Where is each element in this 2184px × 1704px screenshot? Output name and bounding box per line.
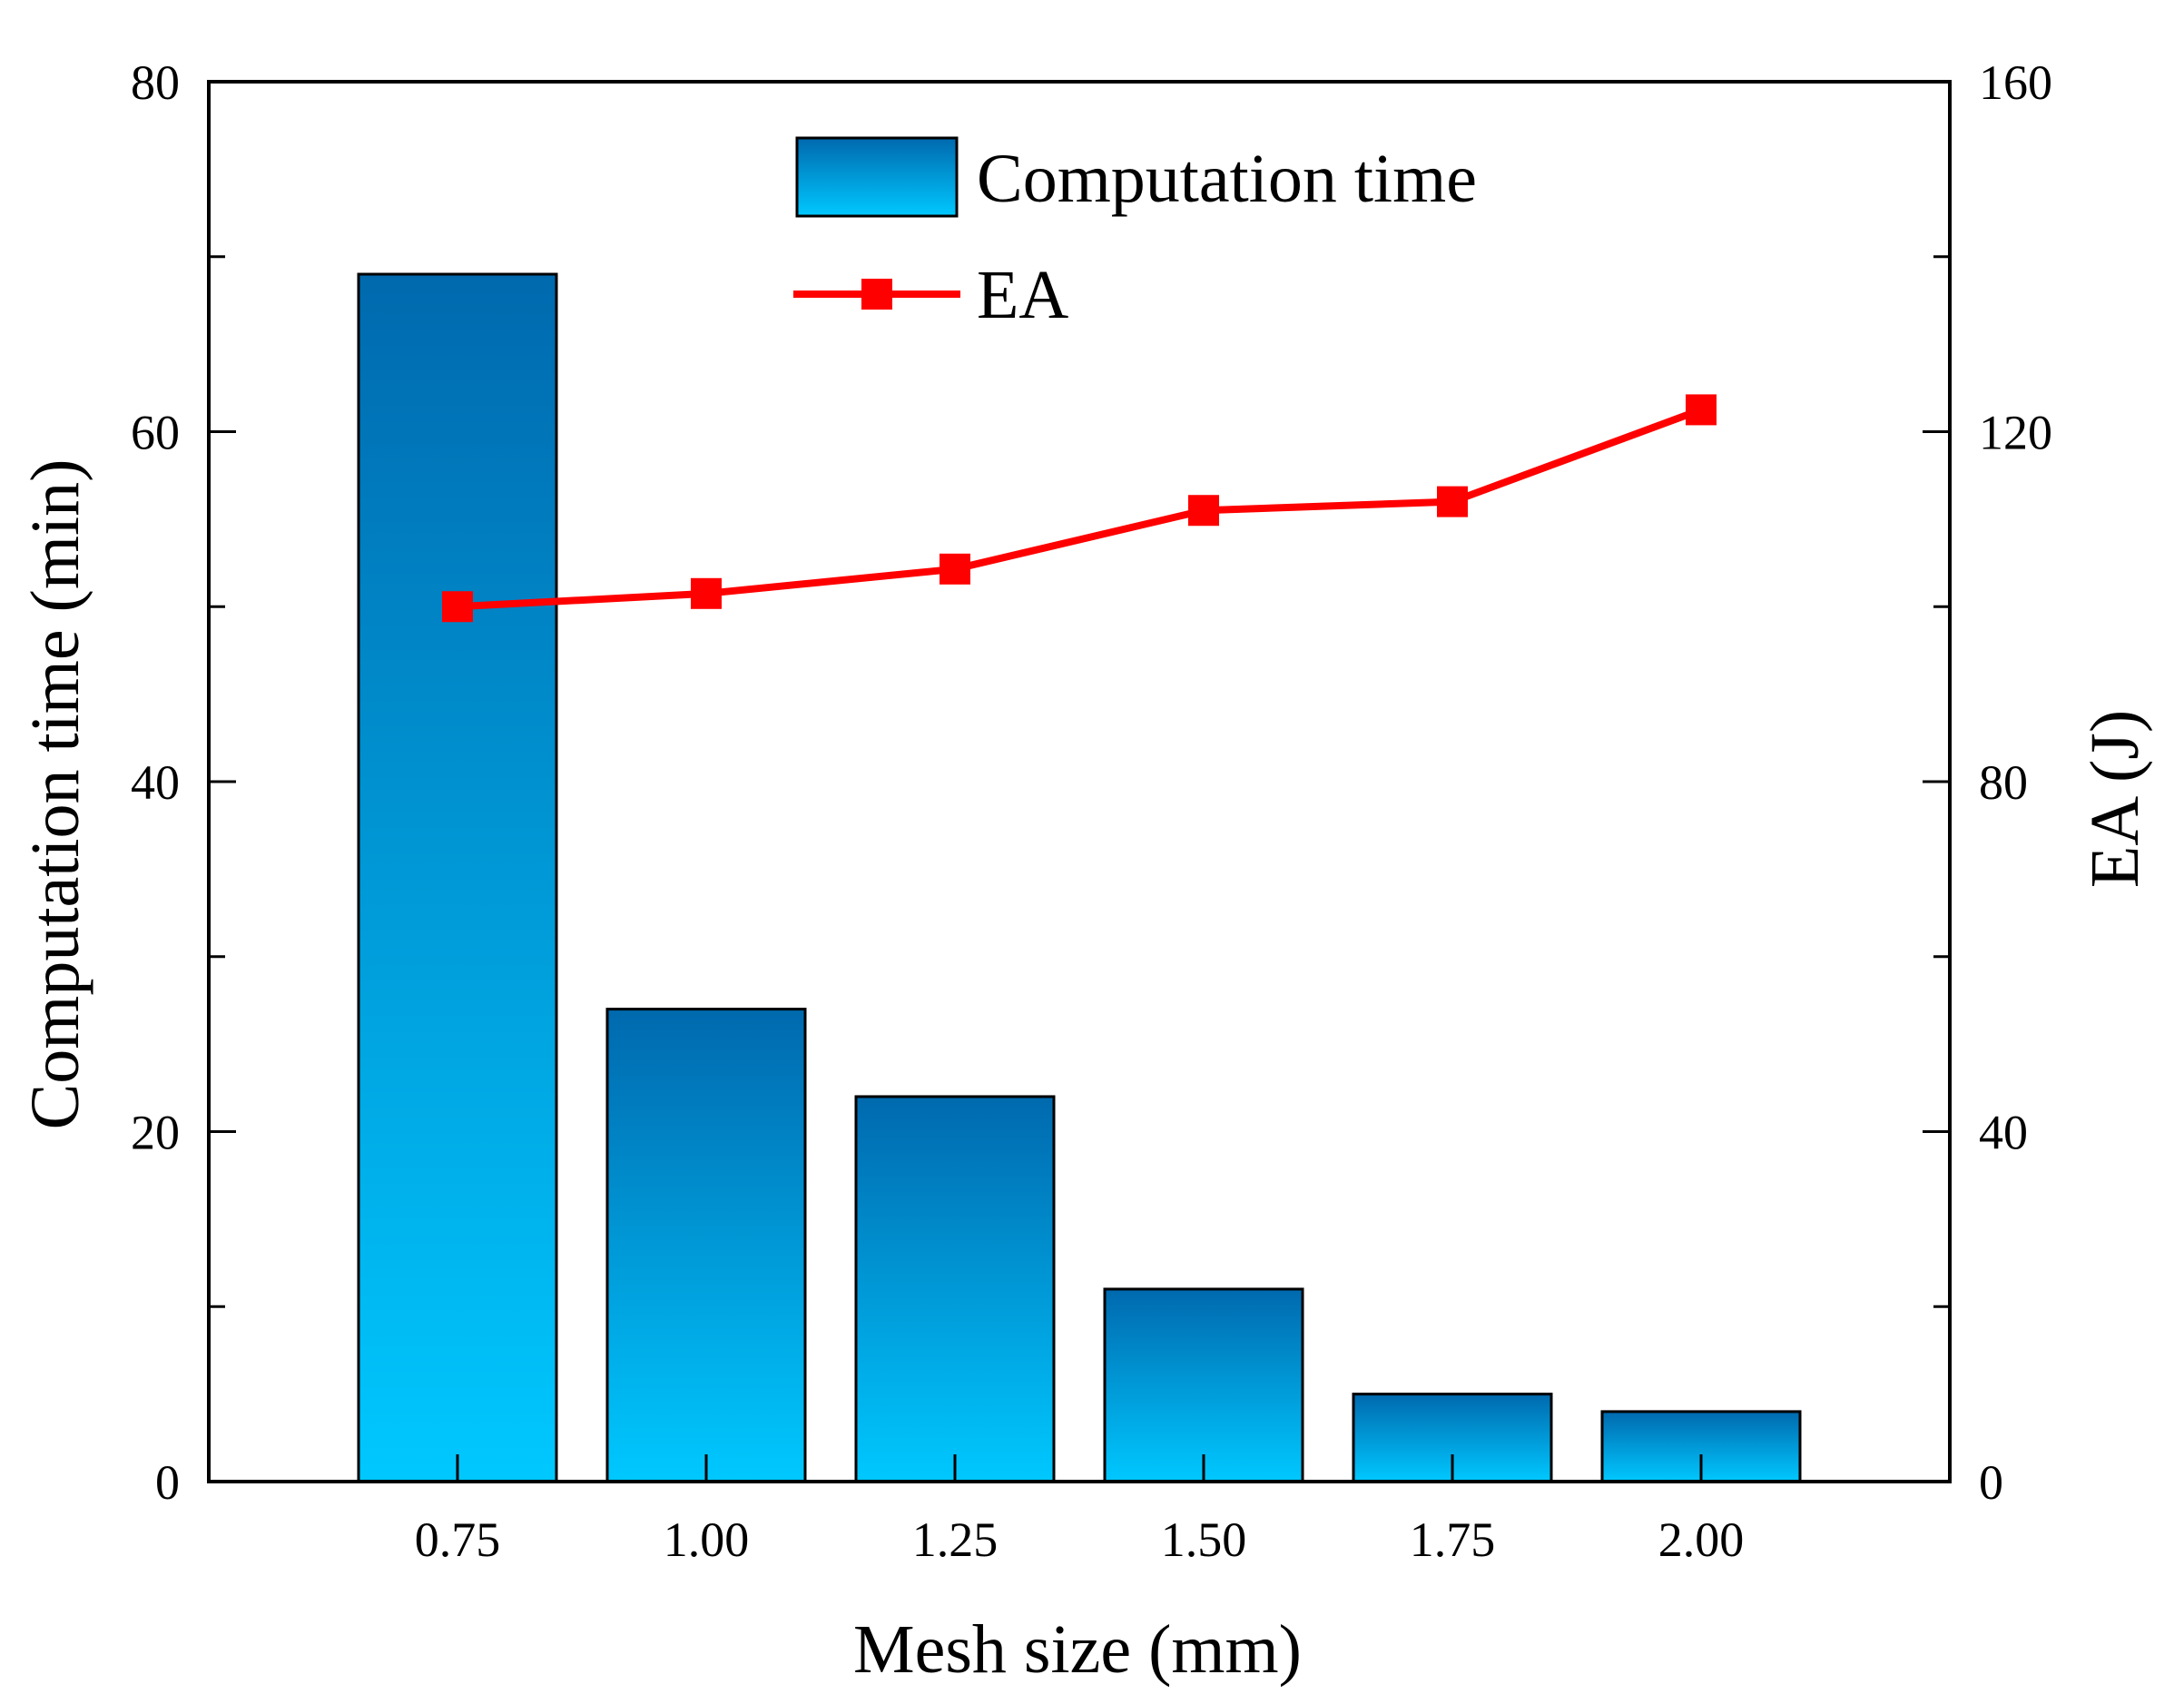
legend: Computation time EA bbox=[793, 136, 1477, 333]
bar-1.25 bbox=[854, 1095, 1056, 1483]
x-tick-label-1.75: 1.75 bbox=[1410, 1512, 1496, 1567]
ea-point-1.25 bbox=[940, 553, 970, 585]
left-tick-label-0: 0 bbox=[155, 1455, 180, 1510]
right-tick-label-80: 80 bbox=[1979, 755, 2028, 810]
bars-layer bbox=[357, 272, 1802, 1483]
x-tick-label-1.50: 1.50 bbox=[1161, 1512, 1247, 1567]
axis-ticks bbox=[209, 80, 1950, 1483]
left-tick-label-40: 40 bbox=[131, 755, 180, 810]
ea-point-2.00 bbox=[1686, 394, 1717, 426]
right-tick-label-160: 160 bbox=[1979, 55, 2052, 110]
left-tick-label-80: 80 bbox=[131, 55, 180, 110]
left-y-axis-title: Computation time (min) bbox=[17, 459, 93, 1130]
x-tick-label-2.00: 2.00 bbox=[1658, 1512, 1745, 1567]
x-axis-title: Mesh size (mm) bbox=[853, 1611, 1302, 1688]
bar-0.75 bbox=[357, 272, 558, 1483]
tick-labels: 0.75 1.00 1.25 1.50 1.75 2.00 0 20 40 60 80 0 40 80 12… bbox=[131, 55, 2052, 1567]
legend-label-ea: EA bbox=[977, 257, 1068, 333]
ea-series-line bbox=[457, 406, 1703, 611]
legend-bar-swatch bbox=[795, 136, 959, 218]
ea-point-0.75 bbox=[442, 591, 473, 623]
x-tick-label-0.75: 0.75 bbox=[415, 1512, 501, 1567]
ea-point-1.75 bbox=[1437, 486, 1468, 517]
x-tick-label-1.25: 1.25 bbox=[912, 1512, 999, 1567]
legend-label-computation-time: Computation time bbox=[977, 141, 1477, 217]
right-tick-label-120: 120 bbox=[1979, 406, 2052, 460]
right-tick-label-0: 0 bbox=[1979, 1455, 2003, 1510]
ea-point-1.00 bbox=[691, 577, 722, 609]
ea-point-1.50 bbox=[1188, 495, 1219, 527]
right-y-axis-title: EA (J) bbox=[2077, 710, 2153, 888]
left-tick-label-60: 60 bbox=[131, 406, 180, 460]
bar-1.50 bbox=[1103, 1287, 1304, 1483]
x-tick-label-1.00: 1.00 bbox=[664, 1512, 750, 1567]
right-tick-label-40: 40 bbox=[1979, 1106, 2028, 1160]
ea-line-layer bbox=[442, 394, 1717, 623]
legend-ea-marker bbox=[861, 279, 892, 310]
bar-1.00 bbox=[605, 1008, 807, 1483]
left-tick-label-20: 20 bbox=[131, 1106, 180, 1160]
